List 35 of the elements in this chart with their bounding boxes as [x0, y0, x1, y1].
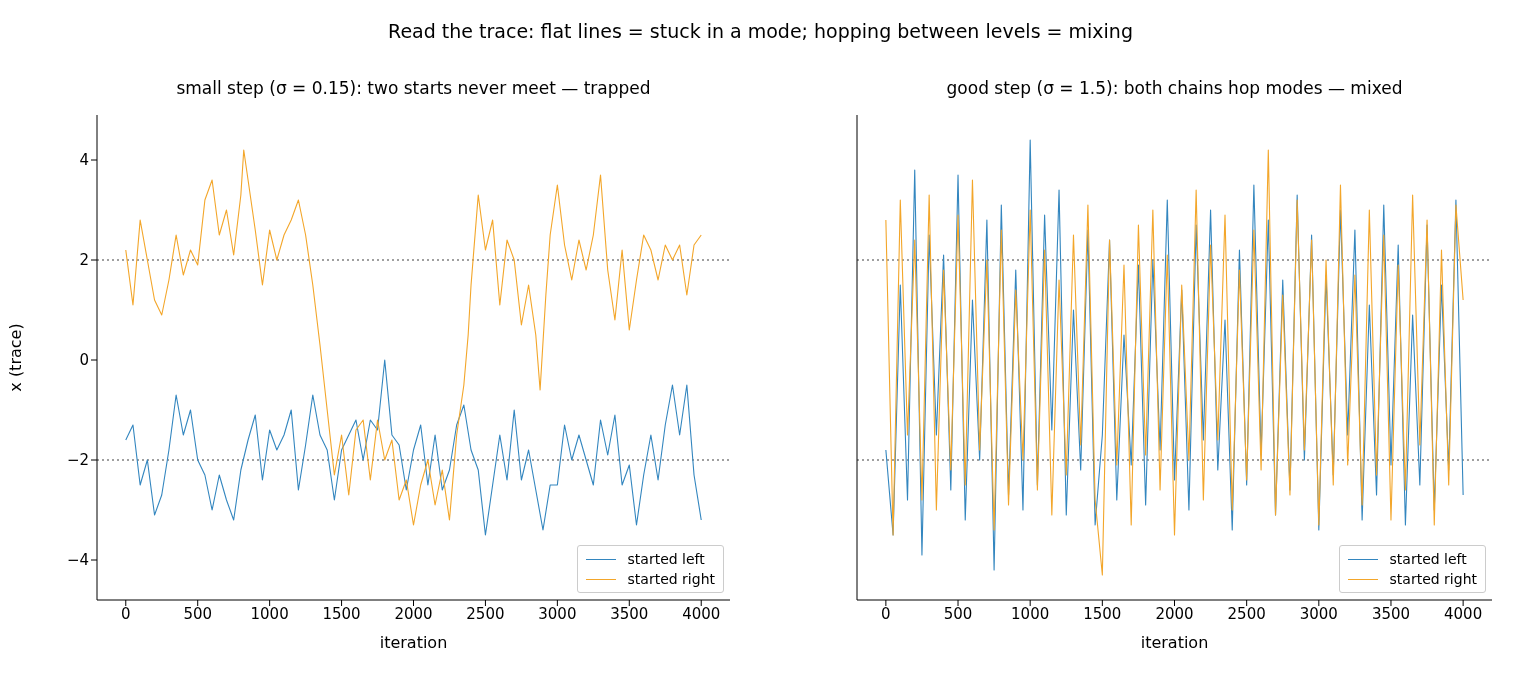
x-tick-label: 0	[121, 604, 131, 623]
x-tick-label: 1500	[322, 604, 361, 623]
y-tick-label: −4	[66, 551, 89, 570]
y-tick-label: 0	[79, 351, 89, 370]
x-tick-label: 4000	[682, 604, 721, 623]
chart-title: small step (σ = 0.15): two starts never meet — trapped	[175, 78, 652, 98]
x-tick-label: 500	[183, 604, 213, 623]
x-tick-label: 3000	[1299, 604, 1338, 623]
chart-title: good step (σ = 1.5): both chains hop modes — mixed	[945, 78, 1404, 98]
x-tick-label: 1000	[1011, 604, 1050, 623]
line-series	[125, 359, 702, 536]
y-tick-label: 4	[79, 151, 89, 170]
x-tick-label: 4000	[1444, 604, 1483, 623]
line-series	[125, 149, 702, 526]
x-tick-label: 2000	[1155, 604, 1194, 623]
legend-label: started left	[1389, 550, 1467, 569]
x-tick-label: 2500	[1227, 604, 1266, 623]
y-axis-title: x (trace)	[5, 323, 25, 392]
x-tick-label: 3500	[610, 604, 649, 623]
legend-label: started left	[627, 550, 705, 569]
legend-label: started right	[1389, 570, 1477, 589]
x-tick-label: 1000	[250, 604, 289, 623]
y-tick-label: −2	[66, 451, 89, 470]
x-tick-label: 0	[881, 604, 891, 623]
y-tick-label: 2	[79, 251, 89, 270]
x-tick-label: 1500	[1083, 604, 1122, 623]
x-tick-label: 2500	[466, 604, 505, 623]
legend-label: started right	[627, 570, 715, 589]
x-tick-label: 3500	[1371, 604, 1411, 623]
x-tick-label: 3000	[538, 604, 577, 623]
x-axis-title: iteration	[1140, 633, 1209, 652]
x-tick-label: 500	[943, 604, 973, 623]
x-axis-title: iteration	[379, 633, 448, 652]
text: Read the trace: flat lines = stuck in a mode; hopping between levels = mixing	[387, 20, 1134, 42]
x-tick-label: 2000	[394, 604, 433, 623]
